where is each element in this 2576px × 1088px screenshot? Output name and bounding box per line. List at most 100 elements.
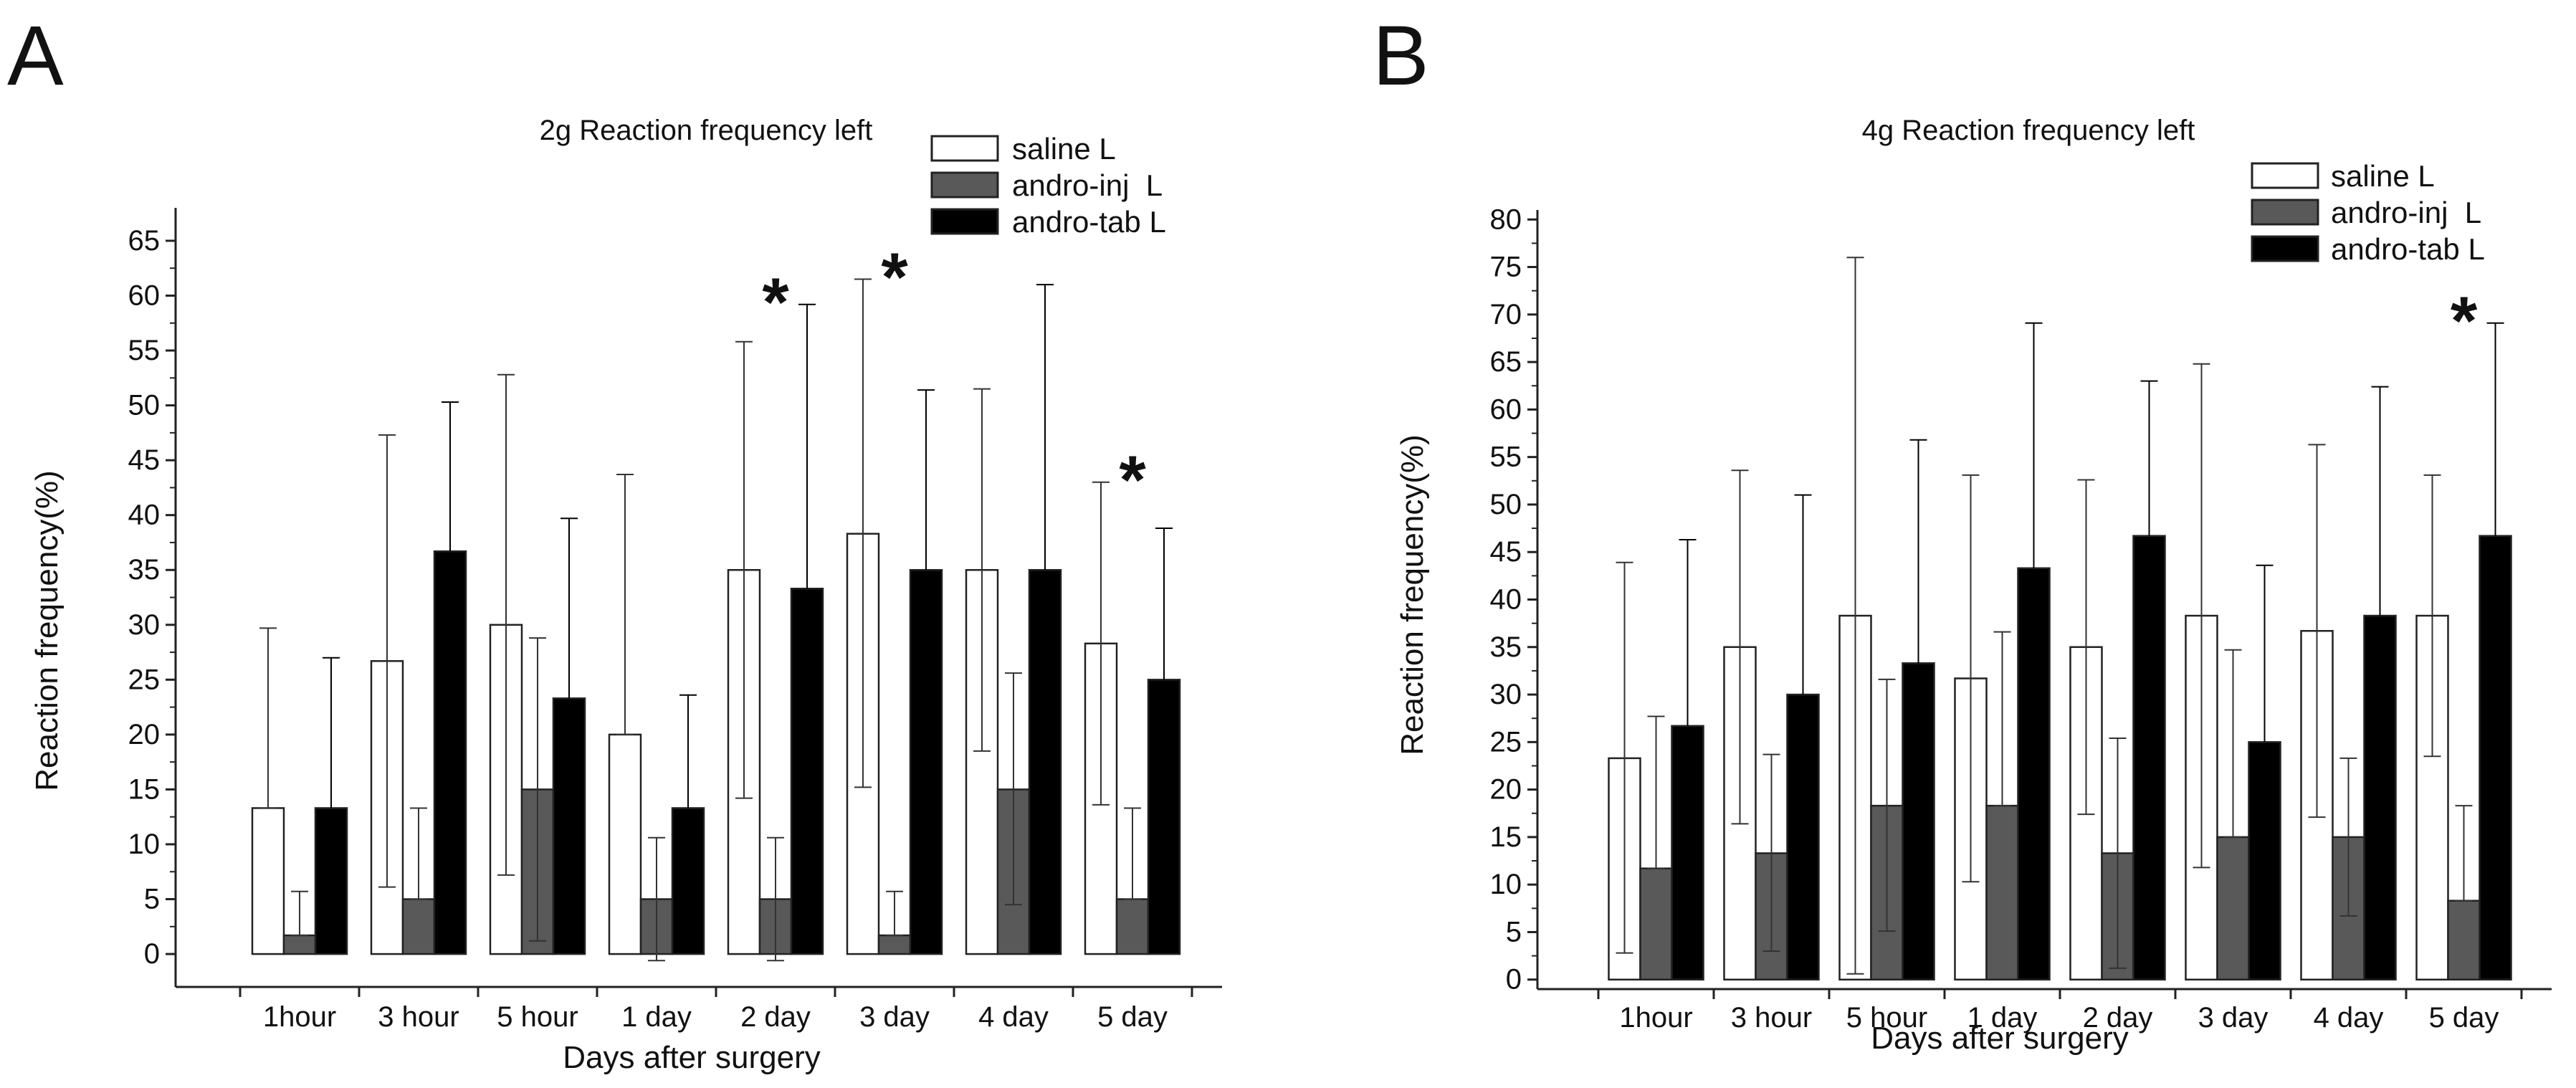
bar-andro-tab-l-1-day [2017, 567, 2051, 980]
bar-andro-tab-l-1-day [671, 807, 705, 955]
y-tick-label: 75 [1490, 252, 1522, 283]
legend-swatch-saline [2251, 162, 2319, 189]
x-tick-label-2-day: 2 day [2083, 1002, 2153, 1034]
axes: 0 5 10 15 20 25 30 35 40 45 50 55 60 65 70 75 80 1hour 3 h… [1490, 204, 2552, 1034]
y-tick-label: 35 [128, 554, 161, 586]
x-tick-label-3-day: 3 day [859, 1001, 930, 1033]
x-tick-label-5-day: 5 day [2429, 1002, 2499, 1034]
y-tick-label: 5 [1506, 916, 1522, 948]
x-tick-label-2-day: 2 day [740, 1001, 811, 1033]
y-tick-label: 40 [1490, 584, 1522, 616]
bar-andro-tab-l-4-day [1028, 568, 1062, 955]
legend: saline L andro-inj L andro-tab L [930, 132, 1166, 239]
panel-a: A 2g Reaction frequency left Days after … [7, 9, 1222, 1075]
significance-markers: * [2451, 283, 2478, 360]
significance-marker-3-day: * [881, 239, 908, 316]
legend-label-andro-tab: andro-tab L [1012, 205, 1166, 239]
y-tick-label: 55 [128, 335, 161, 366]
legend-swatch-andro-tab [2251, 235, 2319, 262]
x-tick-label-1hour: 1hour [263, 1001, 336, 1033]
bar-andro-inj-l-1hour [282, 934, 317, 955]
y-tick-label: 80 [1490, 204, 1522, 235]
bar-andro-inj-l-3-hour [401, 898, 436, 955]
significance-marker-2-day: * [762, 264, 789, 341]
x-tick-label-3-hour: 3 hour [1731, 1002, 1812, 1034]
x-tick-label-1-day: 1 day [621, 1001, 692, 1033]
y-axis-label: Reaction frequency(%) [29, 470, 65, 791]
y-tick-label: 45 [1490, 536, 1522, 568]
panel-letter: B [1373, 9, 1429, 103]
bar-saline-l-1hour [251, 807, 285, 955]
bar-andro-inj-l-1hour [1639, 867, 1673, 980]
bar-andro-tab-l-2-day [790, 588, 824, 955]
bar-andro-tab-l-1hour [314, 807, 348, 955]
y-tick-label: 60 [1490, 393, 1522, 425]
x-tick-label-3-hour: 3 hour [378, 1001, 459, 1033]
significance-marker-5-day: * [2451, 283, 2478, 360]
significance-markers: * * * [762, 239, 1146, 519]
bars [251, 278, 1181, 962]
y-tick-label: 20 [128, 719, 161, 750]
axes: 0 5 10 15 20 25 30 35 40 45 50 55 60 65 1hour 3 hour 5 h… [128, 208, 1222, 1033]
chart-title: 4g Reaction frequency left [1862, 115, 2195, 146]
x-tick-label-5-day: 5 day [1097, 1001, 1168, 1033]
y-tick-label: 40 [128, 500, 161, 531]
bar-andro-inj-l-3-day [877, 934, 912, 955]
legend: saline L andro-inj L andro-tab L [2251, 159, 2485, 266]
bar-andro-inj-l-1-day [1985, 804, 2019, 980]
chart-title: 2g Reaction frequency left [540, 115, 873, 146]
bar-andro-tab-l-3-hour [433, 550, 467, 955]
bar-andro-inj-l-3-day [2216, 836, 2250, 980]
y-tick-label: 25 [1490, 726, 1522, 758]
bar-andro-tab-l-5-day [2479, 535, 2512, 980]
y-tick-label: 0 [1506, 964, 1522, 996]
y-axis-label: Reaction frequency(%) [1395, 434, 1430, 755]
y-tick-label: 50 [128, 390, 161, 421]
x-axis-label: Days after surgery [563, 1040, 820, 1075]
x-tick-label-1-day: 1 day [1967, 1002, 2038, 1034]
y-tick-label: 15 [1490, 821, 1522, 853]
bar-andro-tab-l-2-day [2132, 535, 2166, 980]
bar-saline-l-1-day [608, 733, 642, 955]
y-tick-label: 0 [144, 938, 160, 970]
y-tick-label: 25 [128, 664, 161, 695]
bar-andro-tab-l-3-day [909, 568, 943, 955]
x-tick-label-4-day: 4 day [978, 1001, 1049, 1033]
y-tick-label: 30 [128, 609, 161, 641]
x-tick-label-5-hour: 5 hour [497, 1001, 578, 1033]
bar-andro-tab-l-3-hour [1786, 693, 1820, 980]
bar-andro-tab-l-5-day [1147, 679, 1181, 955]
legend-label-andro-tab: andro-tab L [2331, 232, 2485, 266]
y-tick-label: 30 [1490, 679, 1522, 710]
legend-label-andro-inj: andro-inj L [2331, 196, 2481, 229]
y-tick-label: 55 [1490, 442, 1522, 473]
y-tick-label: 50 [1490, 489, 1522, 520]
legend-swatch-saline [930, 135, 999, 162]
bar-andro-inj-l-5-day [2447, 899, 2481, 980]
bar-andro-tab-l-5-hour [552, 697, 586, 955]
legend-swatch-andro-inj [930, 171, 999, 199]
bar-andro-tab-l-1hour [1671, 725, 1704, 980]
y-tick-label: 65 [1490, 346, 1522, 378]
bars [1608, 257, 2512, 980]
y-tick-label: 60 [128, 280, 161, 311]
x-tick-label-5-hour: 5 hour [1846, 1002, 1927, 1034]
y-tick-label: 10 [128, 829, 161, 860]
y-tick-label: 20 [1490, 774, 1522, 806]
panel-b: B 4g Reaction frequency left Days after … [1373, 9, 2552, 1056]
x-tick-label-1hour: 1hour [1619, 1002, 1692, 1034]
legend-label-andro-inj: andro-inj L [1012, 168, 1163, 202]
panel-letter: A [7, 9, 64, 103]
y-tick-label: 10 [1490, 869, 1522, 900]
legend-swatch-andro-tab [930, 208, 999, 235]
bar-andro-tab-l-3-day [2248, 741, 2281, 980]
y-tick-label: 70 [1490, 299, 1522, 330]
significance-marker-5-day: * [1119, 442, 1146, 519]
y-tick-label: 5 [144, 884, 160, 915]
bar-andro-tab-l-4-day [2363, 614, 2397, 980]
bar-andro-inj-l-5-day [1115, 898, 1150, 955]
x-tick-label-4-day: 4 day [2314, 1002, 2384, 1034]
legend-swatch-andro-inj [2251, 199, 2319, 226]
y-tick-label: 35 [1490, 631, 1522, 663]
